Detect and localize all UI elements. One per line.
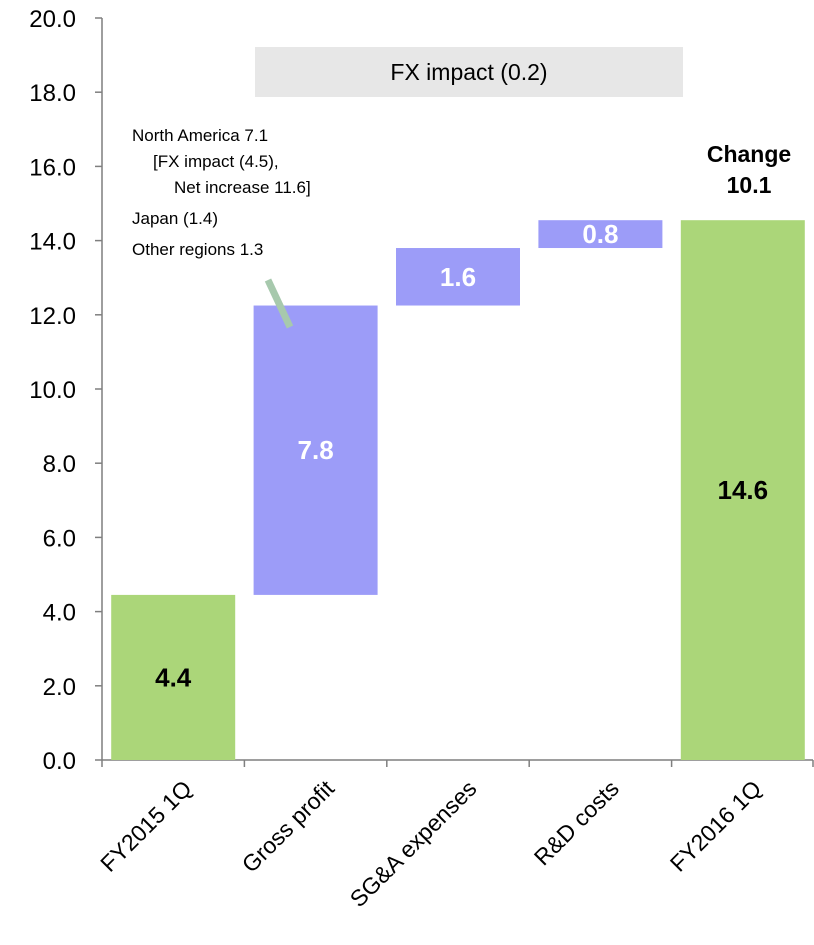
category-labels-group: FY2015 1Q Gross profit SG&A expenses R&D co… bbox=[95, 775, 766, 912]
annotation-leader-line bbox=[264, 278, 294, 329]
bar-fy2015-1q bbox=[111, 594, 236, 760]
bar-value-label: 0.8 bbox=[582, 219, 618, 249]
category-label: FY2015 1Q bbox=[95, 775, 197, 877]
fx-impact-banner bbox=[255, 47, 683, 97]
y-tick-label: 8.0 bbox=[43, 451, 76, 478]
bar-value-label: 7.8 bbox=[298, 435, 334, 465]
y-tick-label: 4.0 bbox=[43, 600, 76, 627]
fx-impact-label: FX impact (0.2) bbox=[390, 59, 547, 85]
y-tick-label: 2.0 bbox=[43, 674, 76, 701]
y-tick-label: 18.0 bbox=[29, 80, 76, 107]
y-tick-label: 10.0 bbox=[29, 377, 76, 404]
annotation-line-net-increase: Net increase 11.6] bbox=[174, 178, 311, 197]
bar-value-label: 4.4 bbox=[155, 662, 192, 692]
y-tick-label: 16.0 bbox=[29, 154, 76, 181]
category-label: R&D costs bbox=[529, 775, 624, 870]
bar-labels-group: 4.4 7.8 1.6 0.8 14.6 bbox=[155, 219, 768, 692]
bar-sg-a-expenses bbox=[396, 248, 520, 306]
change-value: 10.1 bbox=[727, 172, 772, 198]
bar-fy2016-1q bbox=[680, 220, 805, 760]
y-tick-label: 14.0 bbox=[29, 229, 76, 256]
annotation-line-fx-impact: [FX impact (4.5), bbox=[153, 152, 279, 171]
category-label: Gross profit bbox=[237, 775, 340, 878]
y-axis: 0.0 2.0 4.0 6.0 8.0 10.0 12.0 14.0 16.0 18.0 20.0 bbox=[29, 6, 103, 775]
x-axis bbox=[101, 759, 814, 767]
y-tick-label: 0.0 bbox=[43, 748, 76, 775]
change-title: Change bbox=[707, 141, 791, 167]
bar-r-d-costs bbox=[538, 220, 663, 249]
y-tick-label: 20.0 bbox=[29, 6, 76, 33]
y-tick-label: 12.0 bbox=[29, 303, 76, 330]
bar-value-label: 14.6 bbox=[717, 475, 768, 505]
bar-gross-profit bbox=[253, 305, 378, 595]
bar-value-label: 1.6 bbox=[440, 262, 476, 292]
bars-group bbox=[111, 220, 805, 760]
y-tick-label: 6.0 bbox=[43, 525, 76, 552]
annotation-line-north-america: North America 7.1 bbox=[132, 126, 268, 145]
annotation-line-japan: Japan (1.4) bbox=[132, 209, 218, 228]
category-label: FY2016 1Q bbox=[665, 775, 767, 877]
category-label: SG&A expenses bbox=[345, 775, 482, 912]
annotation-line-other-regions: Other regions 1.3 bbox=[132, 240, 263, 259]
